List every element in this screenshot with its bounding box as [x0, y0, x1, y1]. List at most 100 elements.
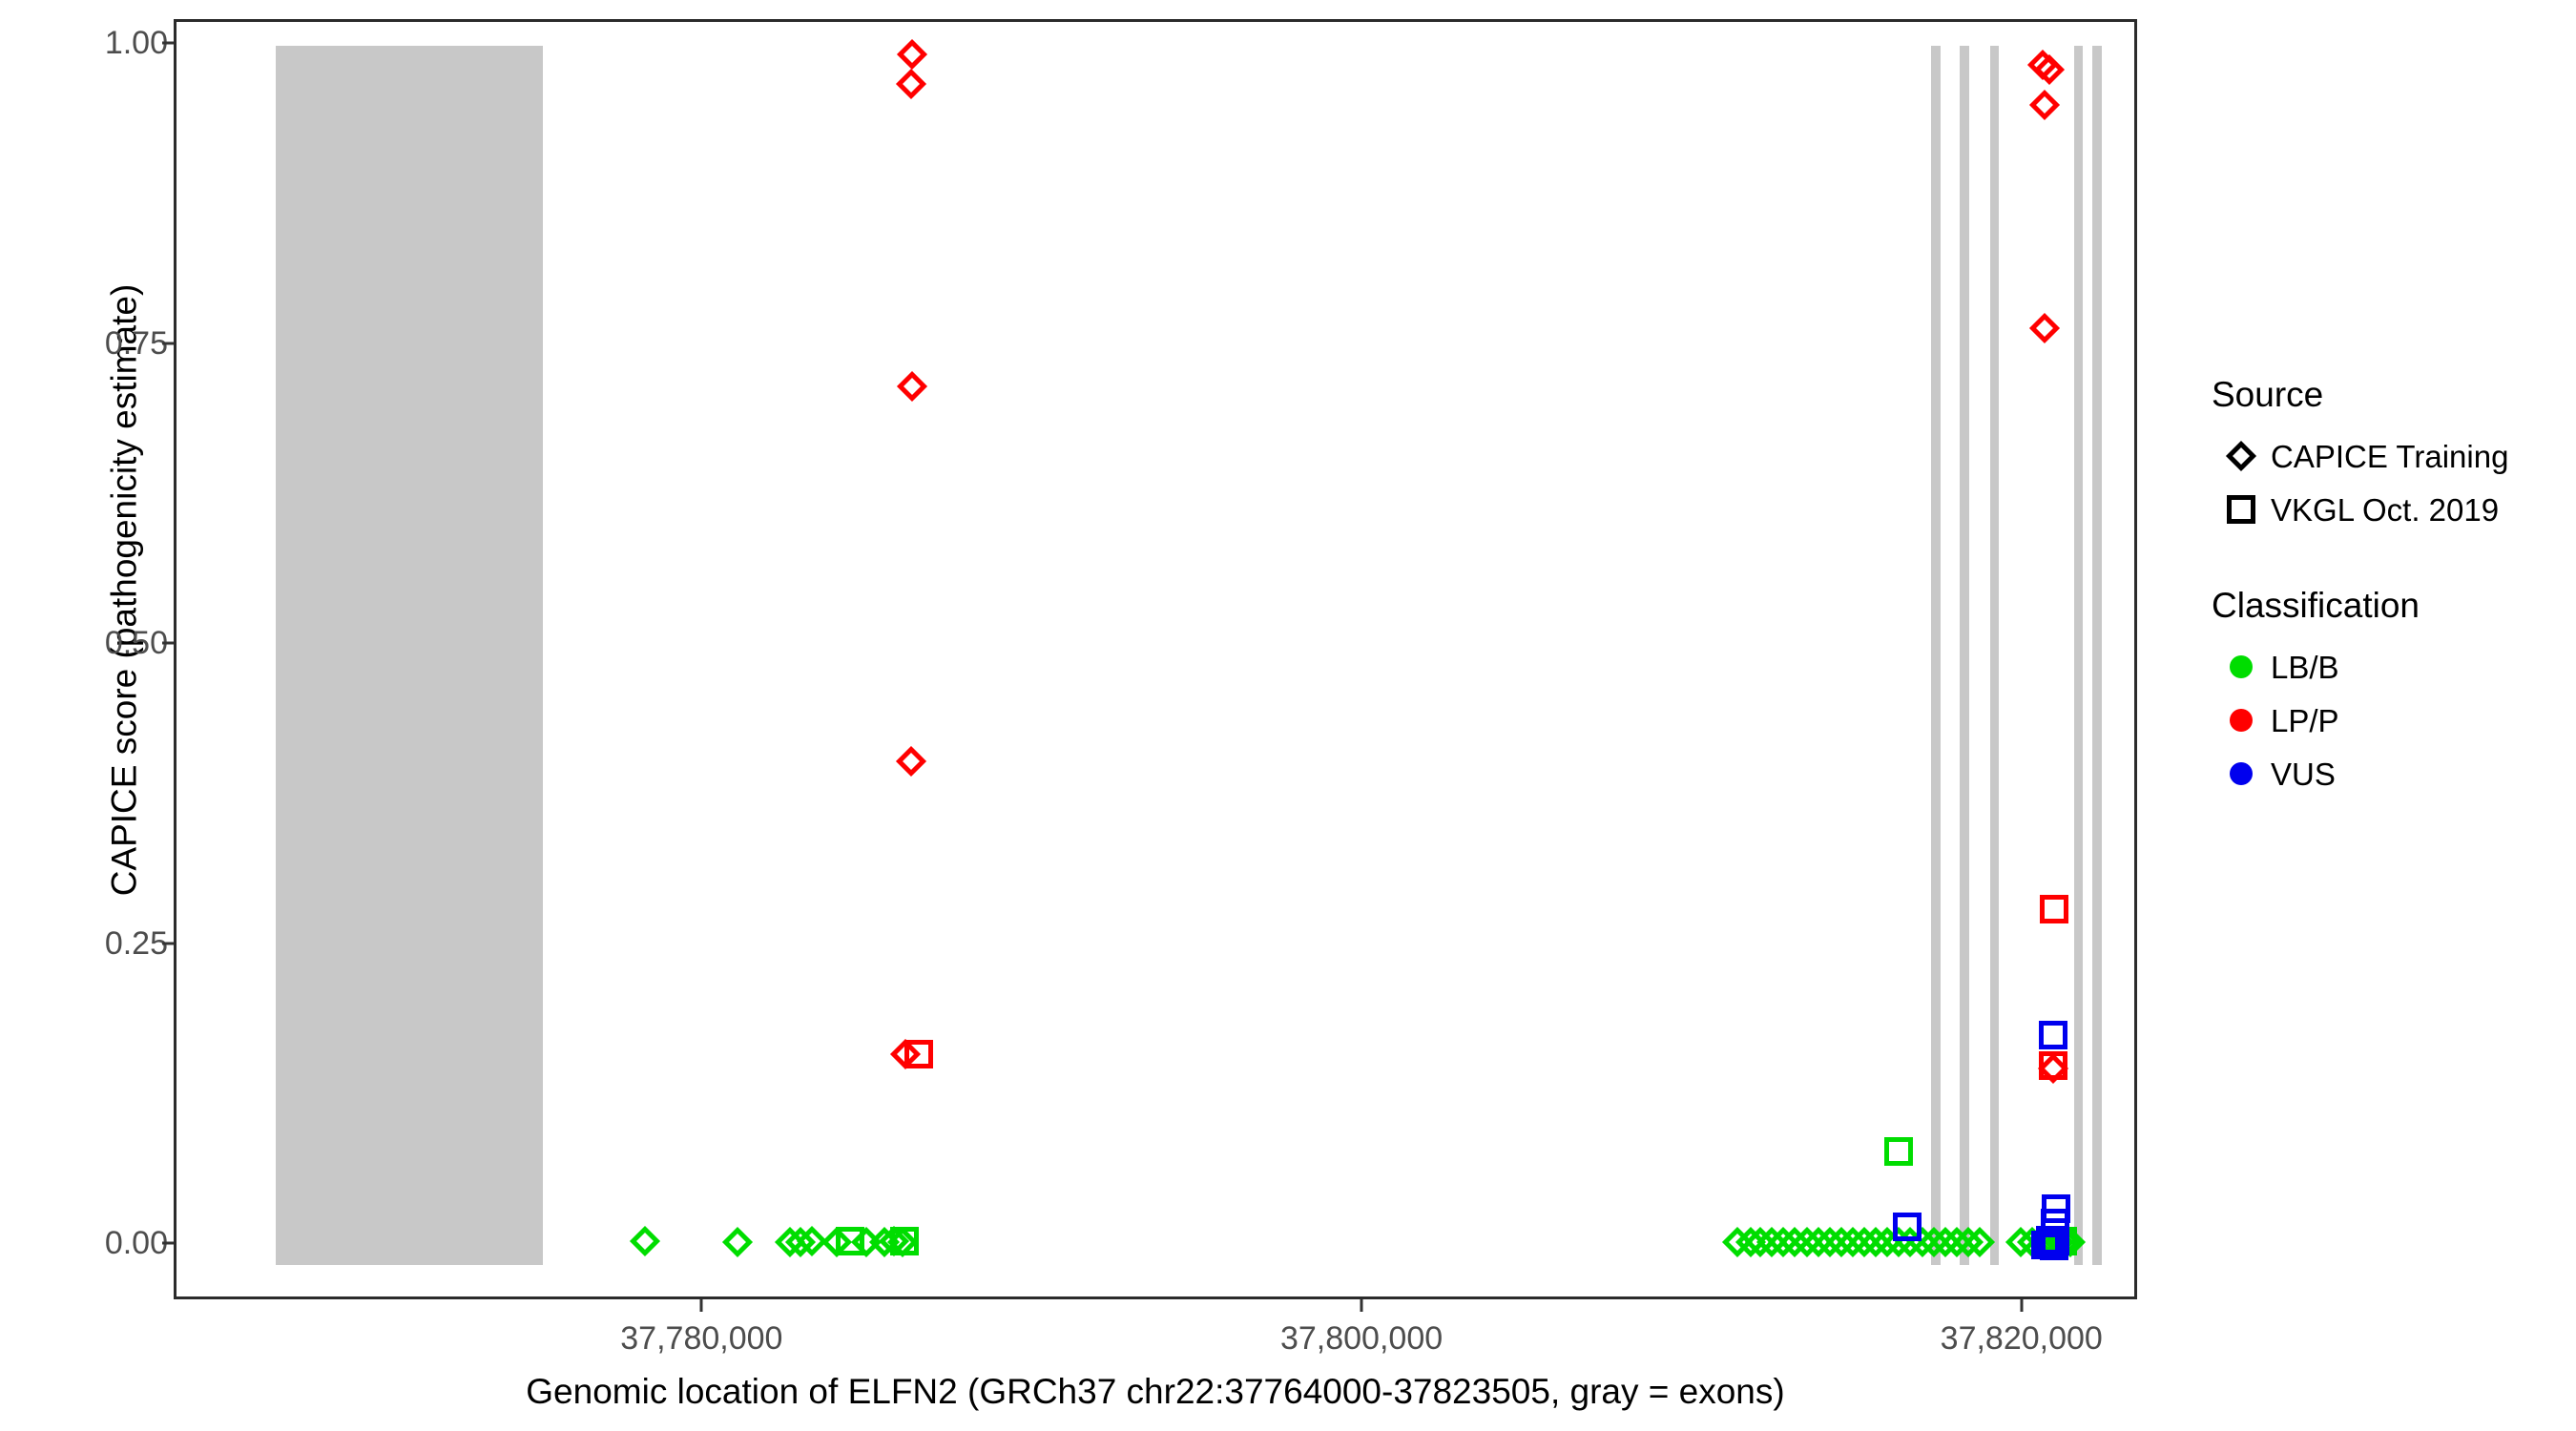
data-point — [2040, 1226, 2069, 1255]
data-point — [2028, 312, 2060, 343]
data-point — [897, 371, 928, 403]
data-point — [897, 38, 928, 70]
x-tick-mark — [2020, 1299, 2024, 1312]
data-point — [2033, 54, 2065, 86]
x-tick-mark — [1360, 1299, 1363, 1312]
exon-band — [1960, 46, 1969, 1265]
data-point — [868, 1227, 900, 1258]
data-point — [2037, 1227, 2068, 1258]
x-axis-title: Genomic location of ELFN2 (GRCh37 chr22:… — [526, 1372, 1785, 1411]
y-tick-label: 0.25 — [104, 924, 168, 962]
data-point — [1814, 1227, 1845, 1258]
data-point — [2041, 1194, 2070, 1223]
y-tick-mark — [162, 1241, 174, 1245]
exon-band — [2073, 46, 2084, 1265]
legend-source-label: VKGL Oct. 2019 — [2271, 491, 2500, 528]
legend-classification-label: LP/P — [2271, 702, 2339, 738]
data-point — [1893, 1212, 1922, 1241]
diamond-open-icon — [2212, 429, 2271, 483]
legend-classification-item[interactable]: LB/B — [2212, 640, 2576, 694]
legend-source-item[interactable]: CAPICE Training — [2212, 429, 2576, 483]
legend-source-label: CAPICE Training — [2271, 438, 2509, 474]
x-tick-label: 37,800,000 — [1279, 1320, 1444, 1357]
exon-band — [1990, 46, 2000, 1265]
y-tick-label: 0.75 — [104, 324, 168, 362]
data-point — [1872, 1227, 1903, 1258]
legend-group-source: Source CAPICE Training VKGL Oct. 2019 — [2212, 377, 2576, 536]
data-point — [2039, 1020, 2068, 1049]
y-tick-mark — [162, 41, 174, 45]
legend-source-item[interactable]: VKGL Oct. 2019 — [2212, 483, 2576, 536]
x-tick-mark — [699, 1299, 703, 1312]
x-tick-label: 37,780,000 — [620, 1320, 783, 1357]
data-point — [2028, 1227, 2060, 1258]
legend-classification-item[interactable]: LP/P — [2212, 694, 2576, 747]
data-point — [895, 745, 926, 777]
data-point — [1779, 1227, 1811, 1258]
data-point — [2039, 894, 2068, 923]
data-point — [835, 1226, 864, 1255]
y-tick-label: 0.00 — [104, 1225, 168, 1261]
data-point — [821, 1227, 852, 1258]
data-point — [890, 1038, 922, 1069]
plot-panel — [174, 19, 2137, 1299]
data-point — [879, 1225, 910, 1256]
legend-classification-item[interactable]: VUS — [2212, 747, 2576, 800]
data-point — [1860, 1227, 1892, 1258]
circle-filled-icon — [2212, 747, 2271, 800]
data-point — [1837, 1227, 1868, 1258]
y-tick-label: 1.00 — [104, 25, 168, 61]
y-tick-mark — [162, 942, 174, 944]
exon-band — [2092, 46, 2102, 1265]
data-point — [2047, 1226, 2077, 1255]
data-point — [2026, 50, 2058, 81]
exon-band — [1931, 46, 1941, 1265]
data-point — [2044, 1227, 2075, 1258]
data-point — [796, 1225, 827, 1256]
y-tick-label: 0.50 — [104, 625, 168, 661]
legend-title-source: Source — [2212, 375, 2324, 414]
data-point — [1884, 1136, 1914, 1166]
legend-classification-label: LB/B — [2271, 649, 2339, 685]
exon-band — [275, 46, 543, 1265]
data-point — [1825, 1227, 1857, 1258]
y-axis-title: CAPICE score (pathogenicity estimate) — [104, 283, 144, 897]
y-tick-mark — [162, 641, 174, 645]
circle-filled-icon — [2212, 694, 2271, 747]
data-point — [2017, 1227, 2048, 1258]
data-point — [630, 1225, 661, 1256]
data-point — [850, 1227, 882, 1258]
data-point — [1768, 1227, 1799, 1258]
data-point — [1745, 1227, 1776, 1258]
data-point — [904, 1039, 934, 1068]
data-point — [2028, 89, 2060, 120]
data-point — [1883, 1227, 1915, 1258]
data-point — [2005, 1227, 2037, 1258]
legend-group-classification: Classification LB/B LP/P VUS — [2212, 588, 2576, 800]
circle-filled-icon — [2212, 640, 2271, 694]
legend-classification-rows: LB/B LP/P VUS — [2212, 640, 2576, 800]
data-point — [784, 1227, 816, 1258]
data-point — [1791, 1227, 1822, 1258]
legend-classification-label: VUS — [2271, 756, 2336, 792]
data-point — [2040, 1232, 2069, 1260]
data-point — [721, 1227, 753, 1258]
data-point — [2040, 1209, 2069, 1238]
data-point — [1895, 1227, 1926, 1258]
x-tick-label: 37,820,000 — [1940, 1320, 2103, 1357]
data-point — [889, 1226, 919, 1255]
data-point — [2038, 1052, 2069, 1084]
data-point — [2035, 1225, 2065, 1255]
legend-source-rows: CAPICE Training VKGL Oct. 2019 — [2212, 429, 2576, 536]
chart-legend: Source CAPICE Training VKGL Oct. 2019 Cla… — [2212, 377, 2576, 852]
square-open-icon — [2212, 483, 2271, 536]
y-tick-mark — [162, 342, 174, 344]
data-point — [775, 1227, 806, 1258]
data-point — [895, 69, 926, 100]
data-point — [1756, 1227, 1788, 1258]
data-point — [1735, 1227, 1766, 1258]
data-point — [2031, 1230, 2061, 1259]
data-point — [1721, 1227, 1753, 1258]
data-point — [1802, 1227, 1834, 1258]
